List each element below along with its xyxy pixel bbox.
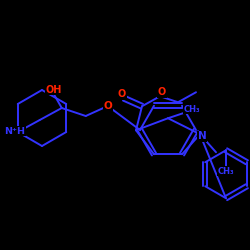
Text: O: O (158, 87, 166, 97)
Text: OH: OH (46, 85, 62, 95)
Text: CH₃: CH₃ (184, 105, 200, 114)
Text: O: O (118, 89, 126, 99)
Text: O: O (104, 101, 112, 111)
Text: N: N (198, 131, 206, 141)
Text: N⁺H: N⁺H (4, 126, 25, 136)
Text: CH₃: CH₃ (218, 167, 234, 176)
